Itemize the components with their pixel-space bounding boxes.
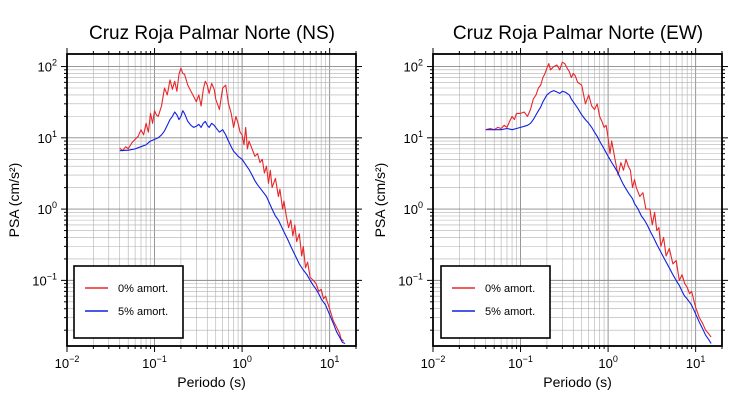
- y-tick-label: 101: [38, 129, 57, 146]
- series-line-amort-5: [485, 90, 712, 344]
- grid: [61, 48, 362, 352]
- legend: 0% amort. 5% amort.: [73, 265, 184, 339]
- x-tick-label: 10−1: [142, 354, 167, 371]
- series-line-amort-0: [119, 67, 345, 342]
- y-tick-label: 100: [404, 200, 423, 217]
- x-tick-label: 101: [686, 354, 705, 371]
- y-tick-label: 10−1: [398, 271, 423, 288]
- chart-title: Cruz Roja Palmar Norte (NS): [89, 23, 335, 44]
- x-tick-label: 101: [320, 354, 339, 371]
- series-line-amort-0: [485, 61, 712, 338]
- chart-title: Cruz Roja Palmar Norte (EW): [453, 23, 703, 44]
- y-axis-label: PSA (cm/s²): [6, 163, 22, 238]
- legend-label: 5% amort.: [118, 306, 168, 318]
- y-tick-label: 100: [38, 200, 57, 217]
- x-tick-label: 100: [232, 354, 251, 371]
- x-tick-label: 100: [598, 354, 617, 371]
- series-line-amort-5: [119, 110, 346, 345]
- y-tick-label: 10−1: [32, 271, 57, 288]
- x-tick-label: 10−2: [55, 354, 80, 371]
- chart-panel-ew: Cruz Roja Palmar Norte (EW) 10−2 10−1 100 1…: [372, 23, 728, 390]
- y-axis-label: PSA (cm/s²): [372, 163, 388, 238]
- legend-box: [73, 265, 184, 339]
- plot-frame: [432, 53, 723, 347]
- legend: 0% amort. 5% amort.: [440, 265, 551, 339]
- legend-label: 5% amort.: [485, 306, 535, 318]
- legend-label: 0% amort.: [118, 283, 168, 295]
- x-axis-label: Periodo (s): [543, 374, 611, 390]
- y-tick-label: 102: [38, 58, 57, 75]
- chart-panel-ns: Cruz Roja Palmar Norte (NS) 10−2 10−1 100 1…: [6, 23, 362, 390]
- x-tick-label: 10−1: [508, 354, 533, 371]
- y-tick-label: 102: [404, 58, 423, 75]
- legend-label: 0% amort.: [485, 283, 535, 295]
- plot-frame: [66, 53, 357, 347]
- legend-box: [440, 265, 551, 339]
- y-tick-label: 101: [404, 129, 423, 146]
- x-axis-label: Periodo (s): [177, 374, 245, 390]
- x-tick-label: 10−2: [421, 354, 446, 371]
